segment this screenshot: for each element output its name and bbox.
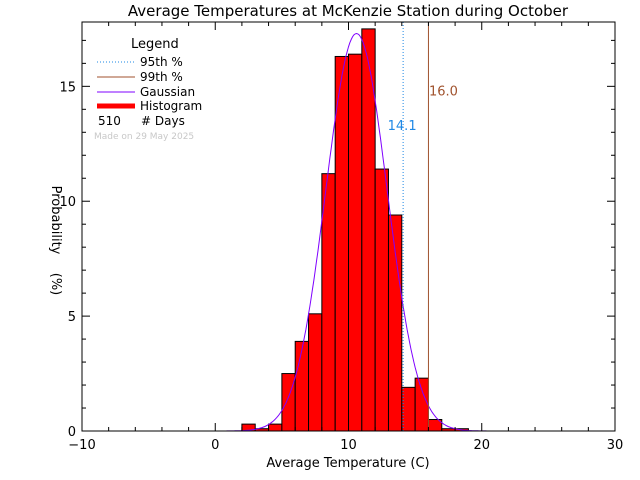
legend-95th-label: 95th % [140,55,183,69]
histogram-bar [414,377,429,432]
x-tick-label: 20 [473,438,490,453]
y-axis-unit: (%) [48,273,63,296]
legend-99th-label: 99th % [140,70,183,84]
y-tick-label: 15 [59,80,76,95]
histogram-bar [321,173,336,432]
percentile-99-label: 16.0 [429,85,458,100]
histogram-bar [387,214,403,432]
x-tick-label: 30 [607,438,624,453]
legend-gaussian-label: Gaussian [140,85,195,99]
y-tick-label: 10 [59,195,76,210]
histogram-bar [374,168,389,432]
days-count: 510 [98,114,121,128]
credit-text: Made on 29 May 2025 [94,132,194,142]
x-axis-label: Average Temperature (C) [266,456,429,471]
histogram-bar [268,423,283,432]
histogram-bar [348,53,363,432]
y-axis-label: Probability [48,186,63,255]
histogram-bar [334,55,349,432]
y-axis-label-group: Probability (%) [48,186,63,296]
x-tick-label: −10 [68,438,95,453]
histogram-bar [401,386,416,432]
histogram-bar [294,340,310,432]
percentile-95-label: 14.1 [388,119,417,134]
y-tick-label: 5 [68,310,76,325]
legend-histogram-label: Histogram [140,99,202,113]
x-tick-label: 0 [211,438,219,453]
days-label: # Days [141,114,185,128]
x-tick-label: 10 [340,438,357,453]
chart-title: Average Temperatures at McKenzie Station… [128,2,569,20]
legend-title: Legend [131,37,179,52]
histogram-bar [308,313,323,432]
histogram-bar [281,373,296,432]
plot-frame [81,21,616,432]
y-tick-label: 0 [68,425,76,440]
legend: Legend 95th % 99th % Gaussian Histogram … [94,37,202,142]
